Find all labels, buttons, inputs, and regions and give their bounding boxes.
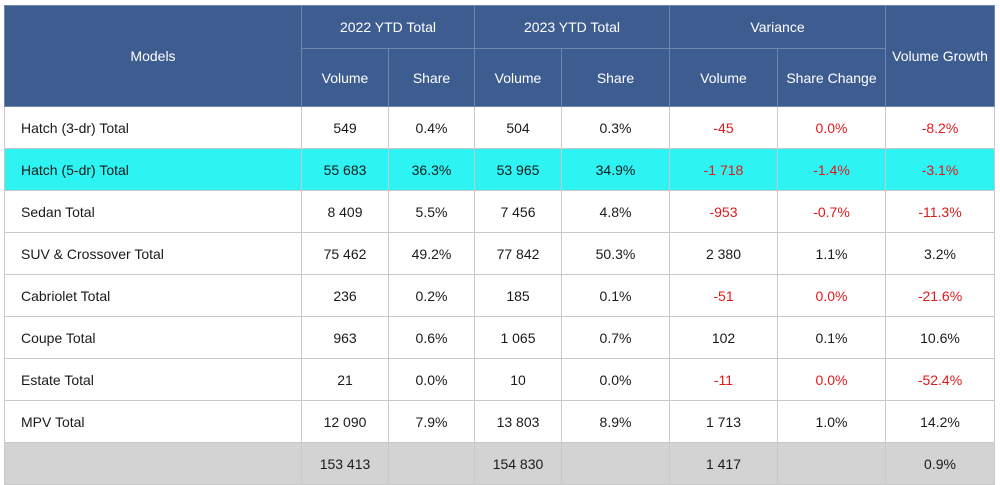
variance-volume-cell: -1 718: [669, 148, 778, 191]
total-volume-2023-cell: 154 830: [474, 442, 562, 485]
total-label-cell: [4, 442, 302, 485]
share-2022-cell: 36.3%: [388, 148, 475, 191]
header-variance-volume: Volume: [669, 48, 778, 107]
volume-growth-cell: 10.6%: [885, 316, 995, 359]
header-2023-volume: Volume: [474, 48, 562, 107]
variance-volume-cell: -953: [669, 190, 778, 233]
total-volume-growth-cell: 0.9%: [885, 442, 995, 485]
model-name-cell: Cabriolet Total: [4, 274, 302, 317]
variance-volume-cell: 102: [669, 316, 778, 359]
header-2022-share: Share: [388, 48, 475, 107]
variance-volume-cell: -51: [669, 274, 778, 317]
variance-share-change-cell: -1.4%: [777, 148, 886, 191]
header-2023-share: Share: [561, 48, 670, 107]
volume-2023-cell: 13 803: [474, 400, 562, 443]
share-2022-cell: 0.6%: [388, 316, 475, 359]
header-variance: Variance: [669, 5, 886, 49]
variance-volume-cell: -45: [669, 106, 778, 149]
variance-share-change-cell: 0.1%: [777, 316, 886, 359]
table-row-highlighted: Hatch (5-dr) Total 55 683 36.3% 53 965 3…: [4, 148, 995, 191]
variance-volume-cell: 1 713: [669, 400, 778, 443]
total-share-2023-cell: [561, 442, 670, 485]
volume-2022-cell: 12 090: [301, 400, 389, 443]
share-2023-cell: 0.7%: [561, 316, 670, 359]
model-name-cell: Coupe Total: [4, 316, 302, 359]
total-variance-share-change-cell: [777, 442, 886, 485]
volume-growth-cell: -52.4%: [885, 358, 995, 401]
volume-growth-cell: -8.2%: [885, 106, 995, 149]
volume-2022-cell: 75 462: [301, 232, 389, 275]
volume-2023-cell: 504: [474, 106, 562, 149]
share-2022-cell: 7.9%: [388, 400, 475, 443]
share-2023-cell: 34.9%: [561, 148, 670, 191]
table-body: Hatch (3-dr) Total 549 0.4% 504 0.3% -45…: [4, 106, 995, 485]
volume-2023-cell: 1 065: [474, 316, 562, 359]
share-2023-cell: 0.3%: [561, 106, 670, 149]
share-2023-cell: 50.3%: [561, 232, 670, 275]
share-2022-cell: 5.5%: [388, 190, 475, 233]
share-2023-cell: 4.8%: [561, 190, 670, 233]
table-row: Estate Total 21 0.0% 10 0.0% -11 0.0% -5…: [4, 358, 995, 401]
model-name-cell: SUV & Crossover Total: [4, 232, 302, 275]
volume-2022-cell: 549: [301, 106, 389, 149]
share-2022-cell: 0.2%: [388, 274, 475, 317]
volume-2022-cell: 55 683: [301, 148, 389, 191]
variance-share-change-cell: 0.0%: [777, 358, 886, 401]
model-name-cell: MPV Total: [4, 400, 302, 443]
volume-2023-cell: 10: [474, 358, 562, 401]
total-share-2022-cell: [388, 442, 475, 485]
table-row: SUV & Crossover Total 75 462 49.2% 77 84…: [4, 232, 995, 275]
share-2022-cell: 49.2%: [388, 232, 475, 275]
volume-2022-cell: 236: [301, 274, 389, 317]
header-variance-share-change: Share Change: [777, 48, 886, 107]
volume-growth-cell: 3.2%: [885, 232, 995, 275]
volume-2022-cell: 963: [301, 316, 389, 359]
volume-growth-cell: 14.2%: [885, 400, 995, 443]
share-2023-cell: 0.1%: [561, 274, 670, 317]
header-2022-ytd-total: 2022 YTD Total: [301, 5, 475, 49]
volume-2023-cell: 185: [474, 274, 562, 317]
header-2022-volume: Volume: [301, 48, 389, 107]
models-table-container: Models 2022 YTD Total 2023 YTD Total Var…: [4, 5, 995, 485]
volume-2023-cell: 7 456: [474, 190, 562, 233]
model-name-cell: Hatch (5-dr) Total: [4, 148, 302, 191]
volume-growth-cell: -3.1%: [885, 148, 995, 191]
table-row: Sedan Total 8 409 5.5% 7 456 4.8% -953 -…: [4, 190, 995, 233]
model-name-cell: Sedan Total: [4, 190, 302, 233]
table-row: Hatch (3-dr) Total 549 0.4% 504 0.3% -45…: [4, 106, 995, 149]
volume-2022-cell: 8 409: [301, 190, 389, 233]
volume-growth-cell: -21.6%: [885, 274, 995, 317]
variance-share-change-cell: 0.0%: [777, 274, 886, 317]
header-2023-ytd-total: 2023 YTD Total: [474, 5, 670, 49]
header-volume-growth: Volume Growth: [885, 5, 995, 107]
model-name-cell: Hatch (3-dr) Total: [4, 106, 302, 149]
volume-2022-cell: 21: [301, 358, 389, 401]
total-variance-volume-cell: 1 417: [669, 442, 778, 485]
total-volume-2022-cell: 153 413: [301, 442, 389, 485]
variance-volume-cell: -11: [669, 358, 778, 401]
volume-2023-cell: 53 965: [474, 148, 562, 191]
variance-volume-cell: 2 380: [669, 232, 778, 275]
share-2023-cell: 0.0%: [561, 358, 670, 401]
table-row-total: 153 413 154 830 1 417 0.9%: [4, 442, 995, 485]
variance-share-change-cell: 1.1%: [777, 232, 886, 275]
table-row: Coupe Total 963 0.6% 1 065 0.7% 102 0.1%…: [4, 316, 995, 359]
table-row: MPV Total 12 090 7.9% 13 803 8.9% 1 713 …: [4, 400, 995, 443]
variance-share-change-cell: 0.0%: [777, 106, 886, 149]
volume-growth-cell: -11.3%: [885, 190, 995, 233]
table-header: Models 2022 YTD Total 2023 YTD Total Var…: [4, 5, 995, 107]
share-2023-cell: 8.9%: [561, 400, 670, 443]
variance-share-change-cell: 1.0%: [777, 400, 886, 443]
table-row: Cabriolet Total 236 0.2% 185 0.1% -51 0.…: [4, 274, 995, 317]
share-2022-cell: 0.4%: [388, 106, 475, 149]
variance-share-change-cell: -0.7%: [777, 190, 886, 233]
header-models: Models: [4, 5, 302, 107]
share-2022-cell: 0.0%: [388, 358, 475, 401]
model-name-cell: Estate Total: [4, 358, 302, 401]
volume-2023-cell: 77 842: [474, 232, 562, 275]
models-volume-table: Models 2022 YTD Total 2023 YTD Total Var…: [4, 5, 995, 485]
